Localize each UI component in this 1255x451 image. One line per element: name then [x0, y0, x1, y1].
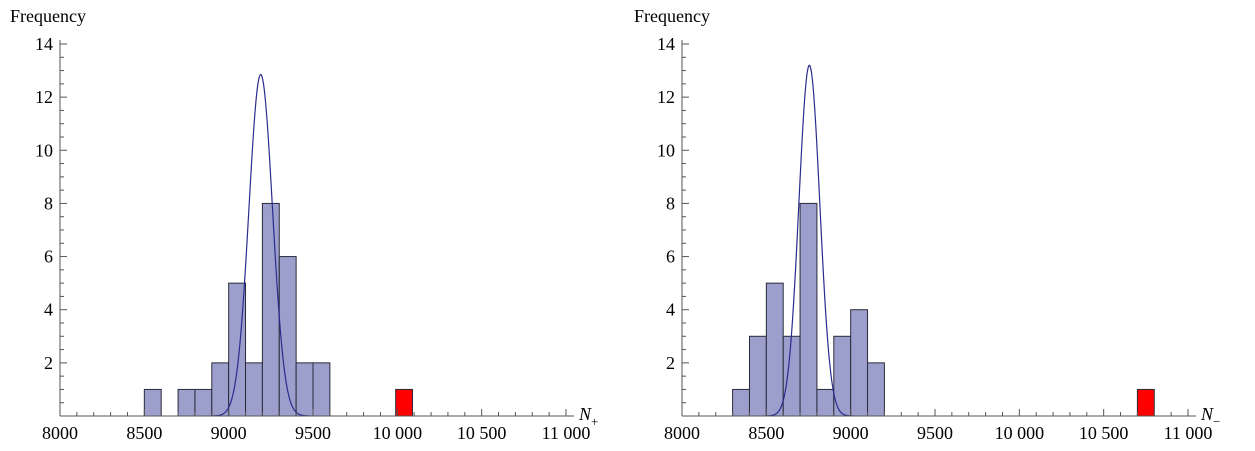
x-axis-title-subscript: − [1213, 414, 1220, 429]
x-axis-title: N+ [578, 404, 598, 429]
y-tick-label: 8 [44, 193, 53, 213]
x-tick-label: 10 000 [373, 423, 423, 443]
y-tick-label: 6 [44, 247, 53, 267]
y-tick-label: 6 [666, 247, 675, 267]
x-tick-label: 9000 [833, 423, 869, 443]
histogram-panel-1: 8000 8500 9000 9500 10 000 10 500 11 000 2 4 6 8 10… [10, 6, 598, 443]
x-tick-label: 8000 [42, 423, 78, 443]
histogram-bar [748, 335, 767, 417]
histogram-bar [312, 362, 331, 417]
histogram-bar [867, 362, 885, 417]
y-tick-label: 10 [35, 140, 53, 160]
x-tick-label: 9000 [211, 423, 247, 443]
x-tick-label: 10 500 [1079, 423, 1129, 443]
histogram-bar [765, 282, 784, 417]
x-tick-label: 11 000 [1164, 423, 1213, 443]
histogram-bar [261, 202, 280, 417]
histogram-bar [816, 388, 835, 417]
x-tick-label: 10 000 [995, 423, 1045, 443]
x-axis-title-subscript: + [591, 414, 598, 429]
histogram-bar [295, 362, 314, 417]
x-tick-label: 11 000 [542, 423, 591, 443]
x-tick-label: 10 500 [457, 423, 507, 443]
histogram-bar [143, 388, 162, 417]
y-tick-label: 14 [657, 34, 675, 54]
x-axis-title: N− [1200, 404, 1220, 429]
x-tick-label: 8000 [664, 423, 700, 443]
histogram-bar [177, 388, 196, 417]
y-tick-label: 12 [657, 87, 675, 107]
x-tick-label: 8500 [126, 423, 162, 443]
highlight-bar [1136, 388, 1155, 417]
histogram-bar [799, 202, 818, 417]
x-tick-label: 8500 [748, 423, 784, 443]
highlight-bar [395, 388, 414, 417]
y-tick-label: 12 [35, 87, 53, 107]
y-tick-label: 4 [44, 300, 53, 320]
histogram-bar [211, 362, 230, 417]
x-axis-title-main: N [578, 404, 592, 424]
y-tick-label: 2 [44, 353, 53, 373]
histogram-bar [782, 335, 801, 417]
histogram-bar [850, 309, 869, 417]
histogram-bar [194, 388, 213, 417]
histogram-bar [732, 388, 750, 417]
x-axis-title-main: N [1200, 404, 1214, 424]
histogram-bar [245, 362, 263, 417]
gaussian-fit-curve [211, 73, 311, 417]
y-axis-title: Frequency [634, 6, 710, 26]
x-tick-label: 9500 [295, 423, 331, 443]
y-tick-label: 2 [666, 353, 675, 373]
y-tick-label: 14 [35, 34, 53, 54]
y-tick-label: 8 [666, 193, 675, 213]
histogram-panel-2: 8000 8500 9000 9500 10 000 10 500 11 000 2 4 6 8 10… [634, 6, 1220, 443]
y-axis-title: Frequency [10, 6, 86, 26]
x-tick-label: 9500 [917, 423, 953, 443]
y-tick-label: 10 [657, 140, 675, 160]
y-tick-label: 4 [666, 300, 675, 320]
gaussian-fit-curve [765, 64, 854, 417]
